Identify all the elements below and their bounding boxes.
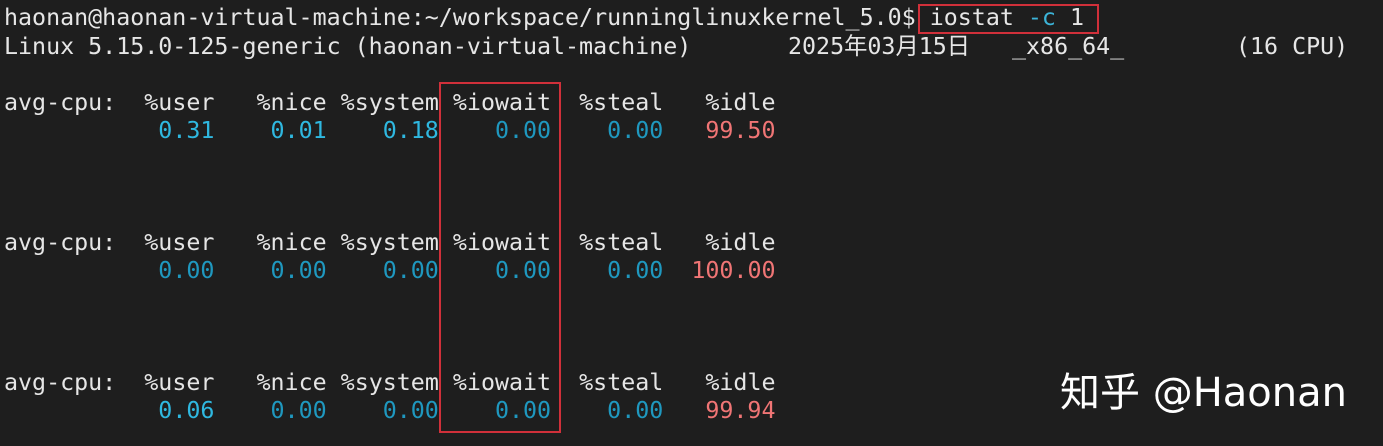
date: 2025年03月15日 <box>788 33 971 60</box>
avg-cpu-values: 0.06 0.00 0.00 0.00 0.00 99.94 <box>4 397 776 425</box>
column-header: %idle <box>705 369 776 396</box>
avg-cpu-values: 0.31 0.01 0.18 0.00 0.00 99.50 <box>4 117 776 145</box>
value-system: 0.00 <box>382 257 439 284</box>
column-header: %nice <box>256 89 327 116</box>
value-system: 0.18 <box>382 117 439 144</box>
avg-cpu-header: avg-cpu: %user %nice %system %iowait %st… <box>4 369 776 397</box>
iowait-highlight-box <box>439 82 561 433</box>
value-idle: 99.94 <box>705 397 776 424</box>
prompt-line: haonan@haonan-virtual-machine:~/workspac… <box>4 4 1084 32</box>
avg-cpu-values: 0.00 0.00 0.00 0.00 0.00 100.00 <box>4 257 776 285</box>
avg-cpu-label: avg-cpu: <box>4 369 117 396</box>
command-arg: 1 <box>1070 4 1085 31</box>
value-iowait: 0.00 <box>494 257 552 284</box>
column-header: %steal <box>579 369 664 396</box>
column-header: %steal <box>579 89 664 116</box>
column-header: %iowait <box>452 369 552 396</box>
command-name: iostat <box>929 4 1014 31</box>
column-header: %iowait <box>452 229 552 256</box>
watermark: 知乎 @Haonan <box>1060 370 1347 416</box>
arch: _x86_64_ <box>1012 33 1125 60</box>
value-nice: 0.00 <box>270 257 327 284</box>
avg-cpu-header: avg-cpu: %user %nice %system %iowait %st… <box>4 89 776 117</box>
column-header: %system <box>340 229 439 256</box>
value-nice: 0.00 <box>270 397 327 424</box>
avg-cpu-header: avg-cpu: %user %nice %system %iowait %st… <box>4 229 776 257</box>
column-header: %system <box>340 89 439 116</box>
value-nice: 0.01 <box>270 117 327 144</box>
column-header: %nice <box>256 229 327 256</box>
shell-prompt: haonan@haonan-virtual-machine:~/workspac… <box>4 4 930 31</box>
column-header: %nice <box>256 369 327 396</box>
column-header: %idle <box>705 229 776 256</box>
avg-cpu-label: avg-cpu: <box>4 89 117 116</box>
value-user: 0.00 <box>158 257 215 284</box>
value-steal: 0.00 <box>607 117 664 144</box>
column-header: %user <box>144 229 215 256</box>
column-header: %user <box>144 89 215 116</box>
sysinfo-line: Linux 5.15.0-125-generic (haonan-virtual… <box>4 33 1348 61</box>
value-system: 0.00 <box>382 397 439 424</box>
value-idle: 99.50 <box>705 117 776 144</box>
command-highlight-box <box>918 4 1099 34</box>
command-option: -c <box>1027 4 1056 31</box>
cpu-count: (16 CPU) <box>1236 33 1349 60</box>
column-header: %iowait <box>452 89 552 116</box>
column-header: %system <box>340 369 439 396</box>
value-steal: 0.00 <box>607 257 664 284</box>
value-user: 0.31 <box>158 117 215 144</box>
avg-cpu-label: avg-cpu: <box>4 229 117 256</box>
value-idle: 100.00 <box>691 257 776 284</box>
column-header: %idle <box>705 89 776 116</box>
value-user: 0.06 <box>158 397 215 424</box>
column-header: %user <box>144 369 215 396</box>
value-iowait: 0.00 <box>494 117 552 144</box>
kernel-info: Linux 5.15.0-125-generic (haonan-virtual… <box>4 33 692 60</box>
value-steal: 0.00 <box>607 397 664 424</box>
value-iowait: 0.00 <box>494 397 552 424</box>
column-header: %steal <box>579 229 664 256</box>
